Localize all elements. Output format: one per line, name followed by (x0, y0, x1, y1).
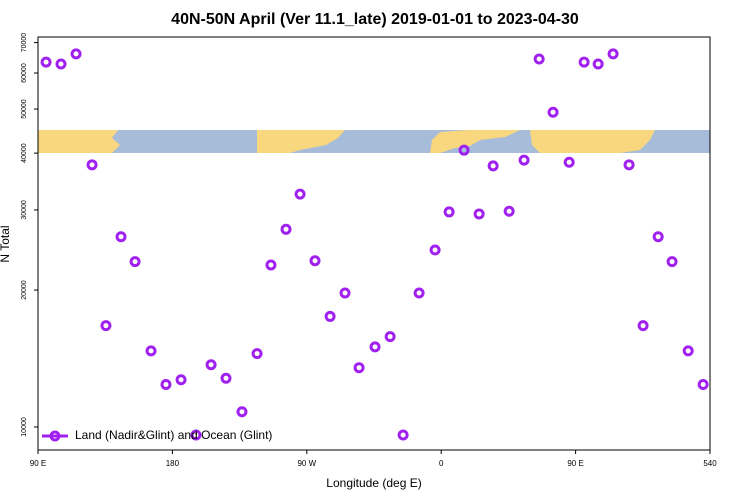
y-axis-label: N Total (0, 225, 12, 262)
point (413, 287, 425, 299)
x-tick-label: 90 E (567, 459, 583, 468)
y-tick-label: 50000 (21, 99, 28, 119)
point (129, 256, 141, 268)
y-tick-label: 70000 (21, 33, 28, 53)
point (637, 320, 649, 332)
legend-label: Land (Nadir&Glint) and Ocean (Glint) (75, 428, 272, 442)
point (220, 372, 232, 384)
point (160, 378, 172, 390)
point (294, 188, 306, 200)
point (280, 223, 292, 235)
point (115, 231, 127, 243)
x-tick-label: 540 (703, 459, 717, 468)
point (397, 429, 409, 441)
point (473, 208, 485, 220)
point (592, 58, 604, 70)
point (205, 359, 217, 371)
chart-title: 40N-50N April (Ver 11.1_late) 2019-01-01… (171, 11, 579, 28)
map-strip (38, 130, 710, 153)
point (607, 48, 619, 60)
point (533, 53, 545, 65)
point (40, 56, 52, 68)
point (429, 244, 441, 256)
y-tick-label: 20000 (21, 280, 28, 300)
point (458, 144, 470, 156)
point (100, 320, 112, 332)
point (697, 378, 709, 390)
point (547, 106, 559, 118)
point (55, 58, 67, 70)
point (518, 154, 530, 166)
point (652, 231, 664, 243)
point (339, 287, 351, 299)
point (487, 160, 499, 172)
point (190, 429, 202, 441)
point (251, 348, 263, 360)
point (309, 255, 321, 267)
legend-marker (49, 430, 61, 442)
y-tick-label: 60000 (21, 63, 28, 83)
y-tick-label: 10000 (21, 417, 28, 437)
point (666, 256, 678, 268)
point (353, 362, 365, 374)
point (503, 205, 515, 217)
point (236, 406, 248, 418)
plot-frame (37, 36, 711, 451)
point (369, 341, 381, 353)
point (265, 259, 277, 271)
x-tick-label: 90 W (297, 459, 316, 468)
y-tick-label: 40000 (21, 143, 28, 163)
x-axis-label: Longitude (deg E) (326, 476, 421, 490)
point (563, 156, 575, 168)
point (578, 56, 590, 68)
point (145, 345, 157, 357)
point (70, 48, 82, 60)
y-tick-label: 30000 (21, 200, 28, 220)
x-tick-label: 90 E (30, 459, 46, 468)
point (623, 159, 635, 171)
x-tick-label: 180 (166, 459, 180, 468)
point (324, 310, 336, 322)
point (443, 206, 455, 218)
point (175, 374, 187, 386)
point (86, 159, 98, 171)
x-tick-label: 0 (439, 459, 444, 468)
point (384, 331, 396, 343)
point (682, 345, 694, 357)
